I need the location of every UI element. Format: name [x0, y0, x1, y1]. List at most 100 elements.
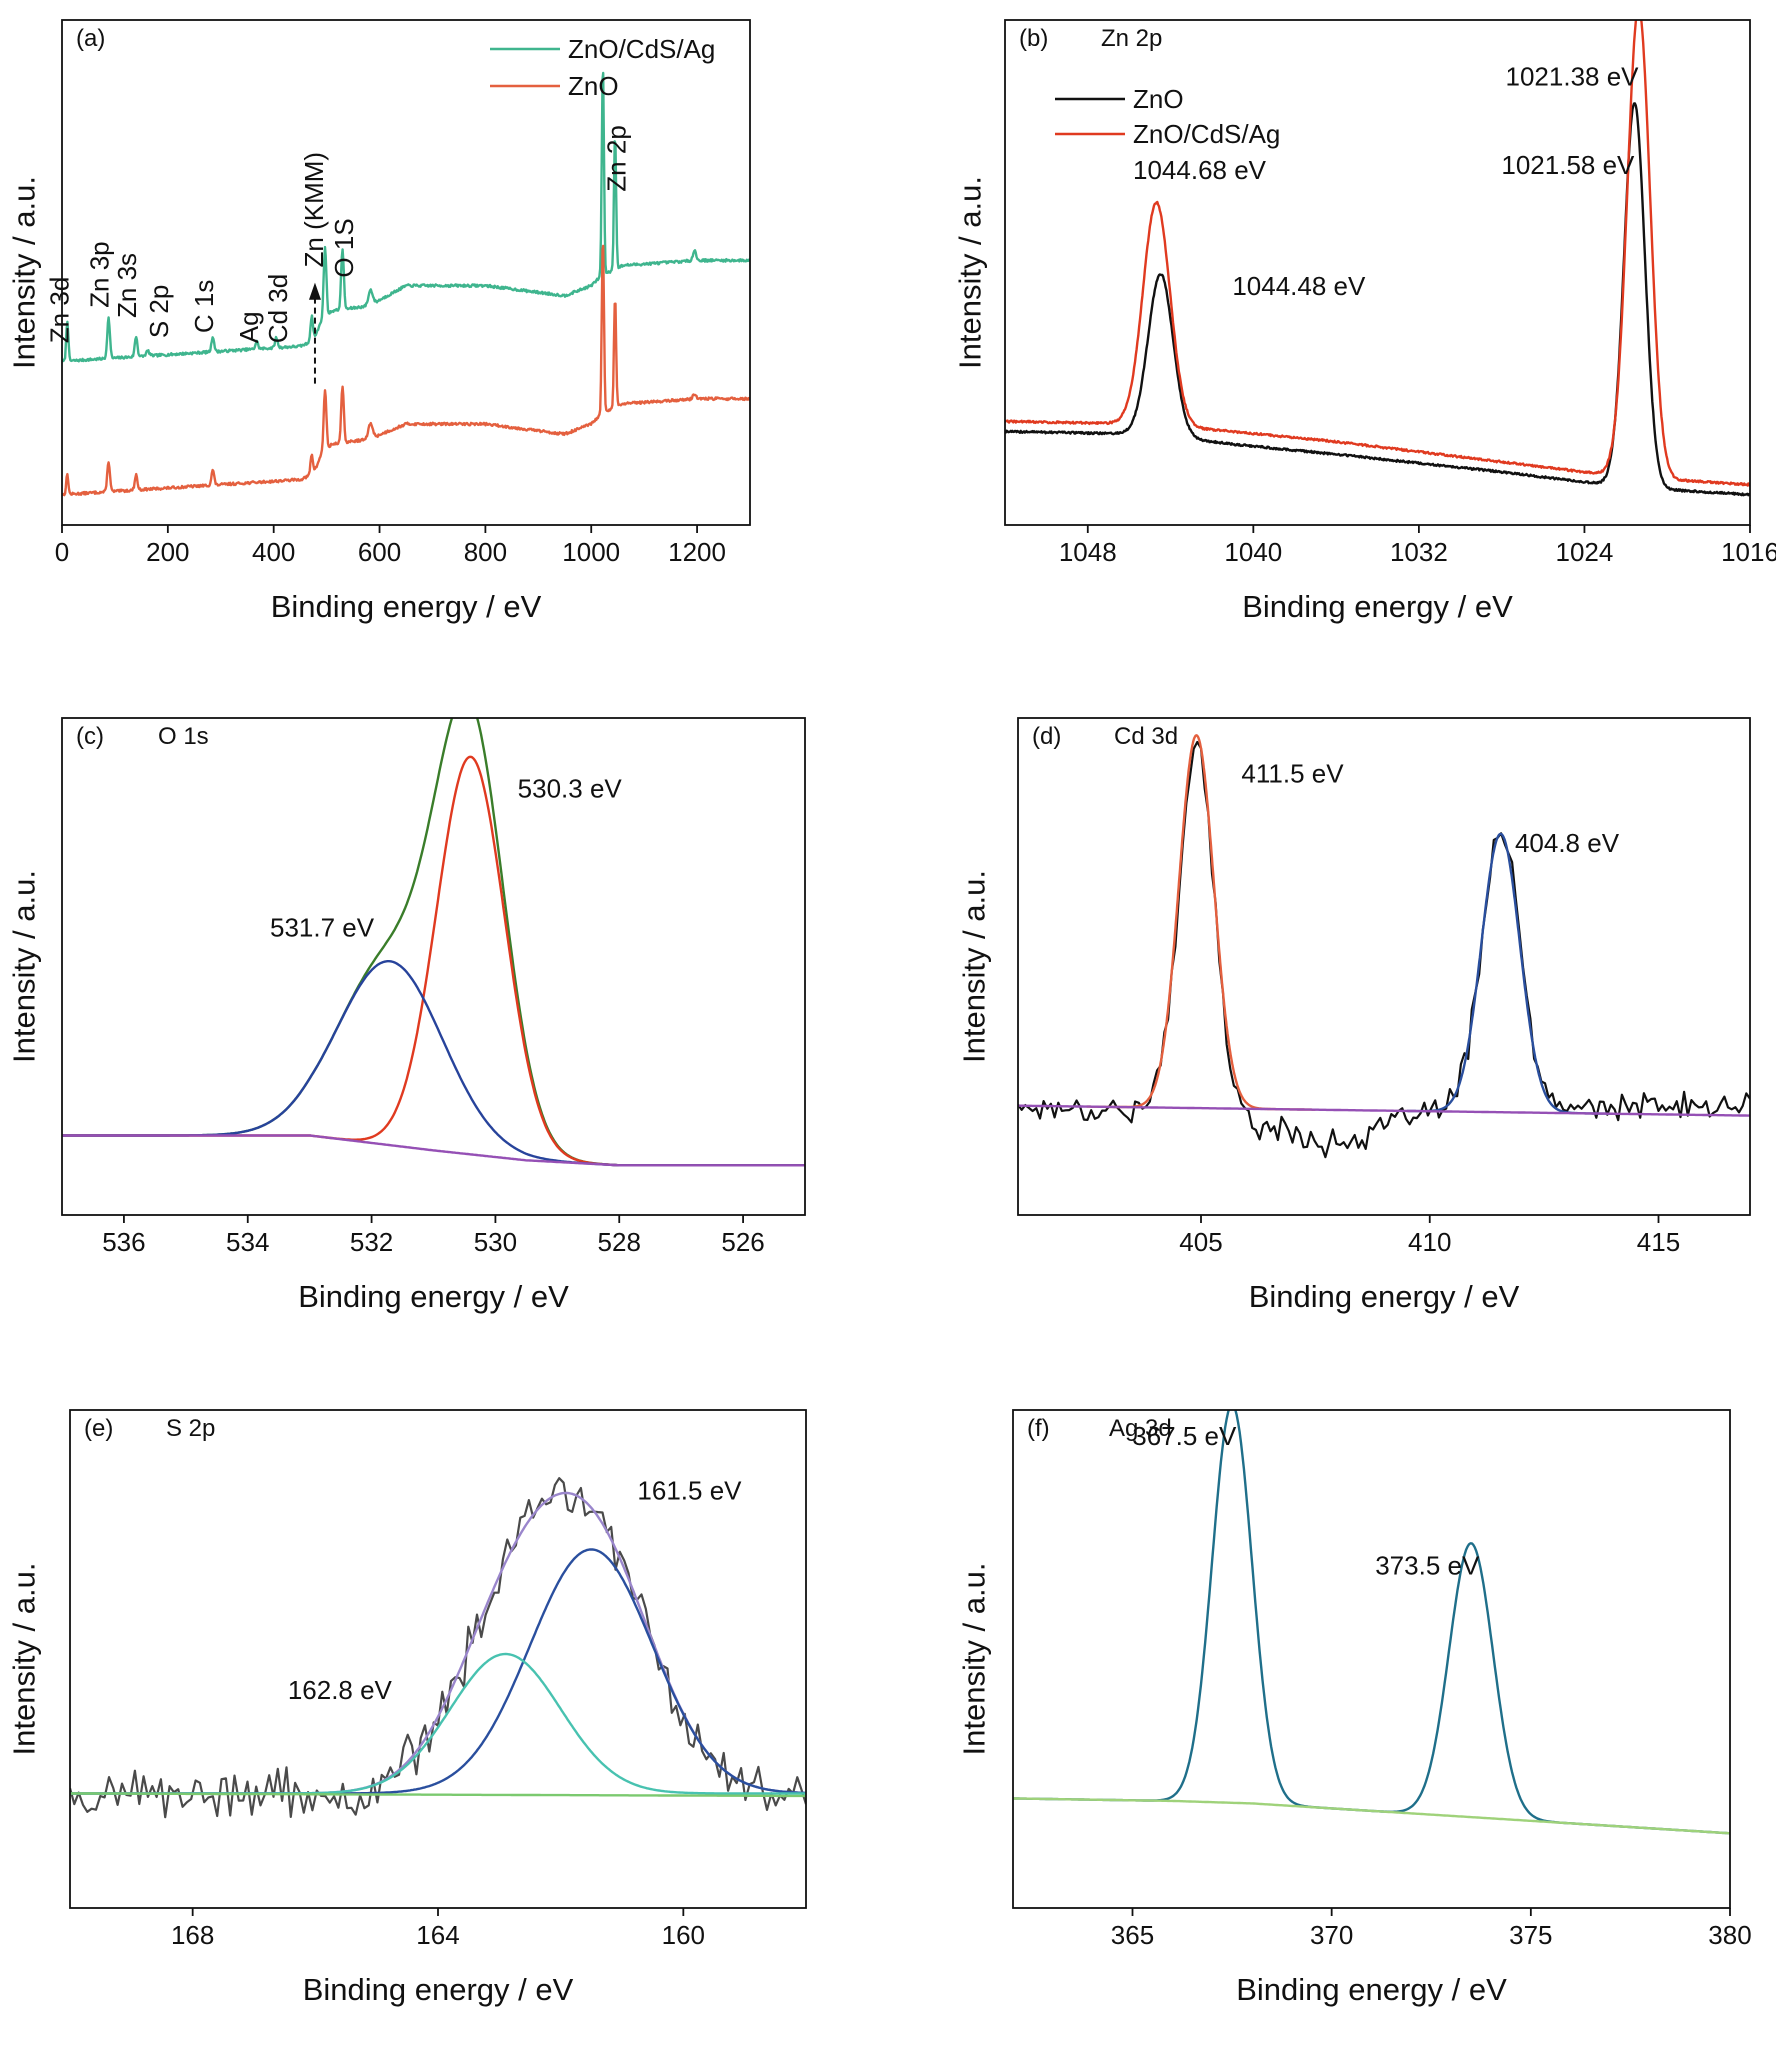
x-tick-label-c: 532	[350, 1227, 393, 1257]
legend-a: ZnO/CdS/Ag ZnO	[490, 34, 715, 101]
panel-f: 365 370 375 380 Binding energy / eV Intensity…	[957, 1409, 1752, 2007]
x-tick-label-c: 536	[102, 1227, 145, 1257]
x-tick-label-c: 530	[474, 1227, 517, 1257]
series-a-zno-cds-ag	[62, 71, 750, 363]
panel-title-f: Ag 3d	[1109, 1415, 1172, 1442]
y-axis-title-c: Intensity / a.u.	[7, 870, 42, 1063]
annotation-f: 373.5 eV	[1375, 1550, 1480, 1580]
panel-tag-a: (a)	[76, 25, 105, 52]
x-tick-label-f: 365	[1111, 1920, 1154, 1950]
annotation-a: Zn 3d	[44, 277, 74, 344]
frame-d	[1017, 717, 1751, 1216]
x-tick-label-e: 168	[171, 1920, 214, 1950]
legend-label: ZnO/CdS/Ag	[568, 34, 715, 64]
x-tick-label-b: 1024	[1556, 537, 1614, 567]
panel-e: 168 164 160 Binding energy / eV Intensity / …	[7, 1409, 807, 2007]
x-tick-label-d: 415	[1637, 1227, 1680, 1257]
annotation-b: 1021.58 eV	[1501, 150, 1635, 180]
y-axis-title-a: Intensity / a.u.	[7, 176, 42, 369]
annotation-f: 367.5 eV	[1132, 1421, 1237, 1451]
annotation-d: 411.5 eV	[1241, 759, 1344, 789]
x-tick-label-f: 375	[1509, 1920, 1552, 1950]
annotation-d: 404.8 eV	[1515, 828, 1620, 858]
x-axis-title-f: Binding energy / eV	[1236, 1972, 1507, 2007]
panel-title-d: Cd 3d	[1114, 723, 1178, 750]
y-axis-title-b: Intensity / a.u.	[953, 176, 988, 369]
x-tick-label-f: 370	[1310, 1920, 1353, 1950]
panel-b: 1048 1040 1032 1024 1016 Binding energy / eV I…	[953, 19, 1776, 624]
plot-area-a	[62, 71, 750, 497]
annotation-a: C 1s	[189, 280, 219, 333]
x-tick-label-a: 400	[252, 537, 295, 567]
panel-tag-c: (c)	[76, 723, 104, 750]
plot-area-d	[1018, 734, 1750, 1159]
frame-f	[1012, 1409, 1731, 1909]
legend-label: ZnO/CdS/Ag	[1133, 119, 1280, 149]
x-tick-label-c: 526	[721, 1227, 764, 1257]
panel-a: 0 200 400 600 800 1000 1200 Binding energy / eV…	[7, 19, 751, 624]
x-tick-label-a: 800	[464, 537, 507, 567]
x-axis-title-a: Binding energy / eV	[271, 589, 542, 624]
x-tick-label-a: 1000	[562, 537, 620, 567]
series-e-background	[70, 1792, 806, 1798]
x-tick-label-a: 200	[146, 537, 189, 567]
annotation-a: S 2p	[144, 285, 174, 339]
x-tick-label-b: 1048	[1059, 537, 1117, 567]
x-axis-title-d: Binding energy / eV	[1249, 1279, 1520, 1314]
series-d-background	[1018, 1104, 1750, 1117]
x-tick-label-b: 1040	[1224, 537, 1282, 567]
panel-tag-e: (e)	[84, 1415, 113, 1442]
annotation-a: Cd 3d	[263, 274, 293, 343]
annotation-e: 161.5 eV	[637, 1476, 742, 1506]
legend-label: ZnO	[568, 71, 619, 101]
x-tick-label-c: 528	[598, 1227, 641, 1257]
frame-b	[1004, 19, 1751, 526]
x-tick-label-a: 0	[55, 537, 69, 567]
plot-area-c	[62, 718, 805, 1167]
plot-area-f	[1013, 1410, 1730, 1835]
x-tick-label-d: 410	[1408, 1227, 1451, 1257]
y-axis-title-e: Intensity / a.u.	[7, 1563, 42, 1756]
panel-c: 536 534 532 530 528 526 Binding energy / eV Int…	[7, 717, 806, 1314]
series-b-zno-cds-ag	[1005, 20, 1750, 487]
y-axis-title-d: Intensity / a.u.	[957, 870, 992, 1063]
panel-tag-f: (f)	[1027, 1415, 1050, 1442]
annotation-a: O 1S	[329, 218, 359, 277]
x-tick-label-e: 164	[416, 1920, 459, 1950]
x-axis-title-b: Binding energy / eV	[1242, 589, 1513, 624]
annotation-a: Zn 2p	[602, 125, 632, 192]
annotation-e: 162.8 eV	[288, 1675, 393, 1705]
panel-title-e: S 2p	[166, 1415, 215, 1442]
x-tick-label-a: 1200	[668, 537, 726, 567]
annotation-c: 531.7 eV	[270, 913, 375, 943]
annotation-b: 1044.68 eV	[1133, 155, 1267, 185]
annotation-a: Zn (KMM)	[299, 152, 329, 268]
x-tick-label-e: 160	[662, 1920, 705, 1950]
panel-tag-b: (b)	[1019, 25, 1048, 52]
frame-c	[61, 717, 806, 1216]
panel-title-b: Zn 2p	[1101, 25, 1162, 52]
plot-area-b	[1005, 20, 1750, 497]
panel-title-c: O 1s	[158, 723, 209, 750]
annotation-b: 1021.38 eV	[1506, 62, 1640, 92]
x-tick-label-b: 1016	[1721, 537, 1776, 567]
legend-label: ZnO	[1133, 84, 1184, 114]
annotation-a: Zn 3s	[112, 253, 142, 318]
series-f-background	[1013, 1797, 1730, 1835]
annotation-b: 1044.48 eV	[1232, 271, 1366, 301]
x-tick-label-c: 534	[226, 1227, 269, 1257]
panel-d: 405 410 415 Binding energy / eV Intensity / …	[957, 717, 1751, 1314]
series-a-zno	[62, 244, 750, 497]
y-axis-title-f: Intensity / a.u.	[957, 1563, 992, 1756]
x-tick-label-d: 405	[1179, 1227, 1222, 1257]
series-c-background	[62, 1134, 805, 1167]
annotation-a: Zn 3p	[85, 241, 115, 308]
panel-tag-d: (d)	[1032, 723, 1061, 750]
x-tick-label-b: 1032	[1390, 537, 1448, 567]
x-axis-title-e: Binding energy / eV	[303, 1972, 574, 2007]
annotation-a: Ag	[234, 311, 264, 343]
kmm-arrow-head	[308, 282, 321, 300]
x-tick-label-a: 600	[358, 537, 401, 567]
